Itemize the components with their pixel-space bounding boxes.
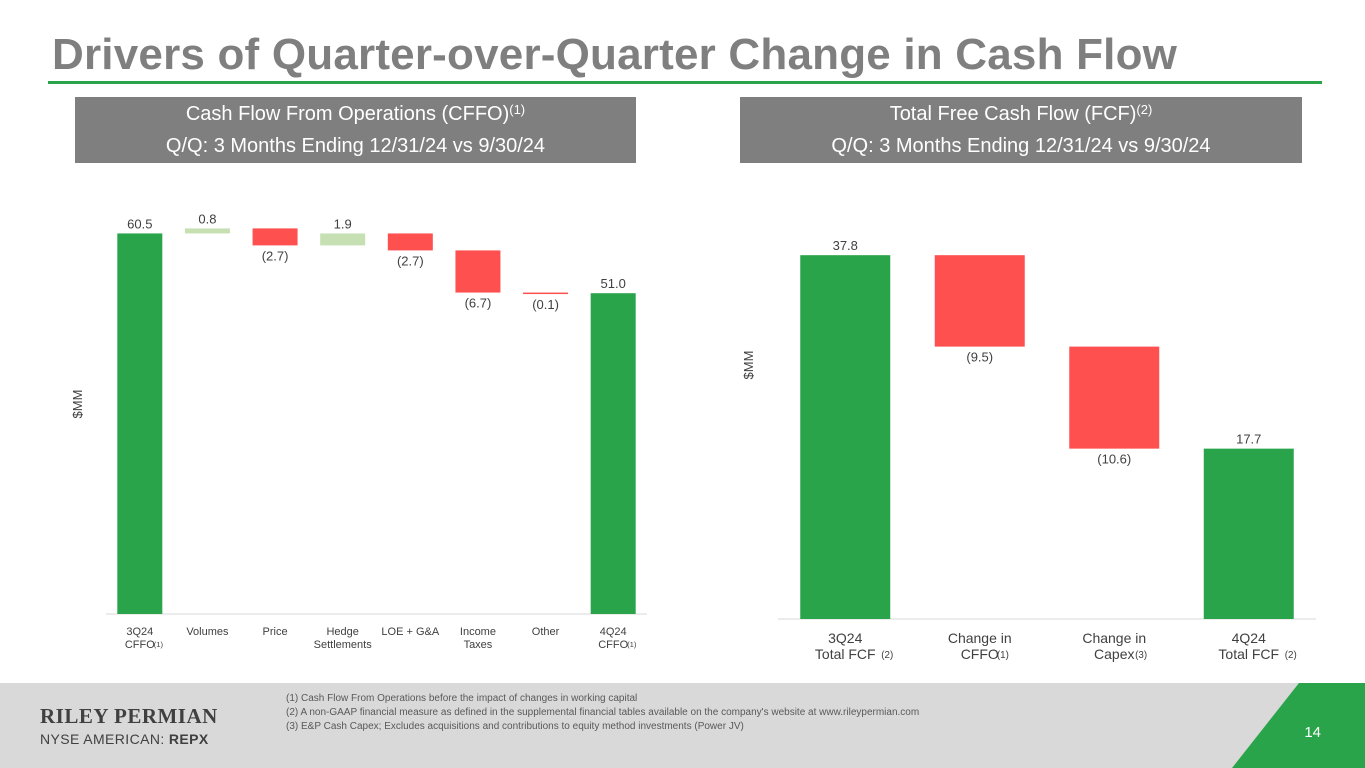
category-label: Capex <box>1094 646 1134 662</box>
category-label: LOE + G&A <box>381 626 439 638</box>
category-label: CFFO <box>961 646 999 662</box>
data-label: 60.5 <box>127 216 152 231</box>
category-footnote-marker: (1) <box>627 640 637 649</box>
category-label: Other <box>532 626 560 638</box>
data-label: (10.6) <box>1097 452 1131 467</box>
total-bar <box>590 293 636 614</box>
category-label: 4Q24 <box>600 626 627 638</box>
data-label: (9.5) <box>966 350 993 365</box>
y-axis-label: $MM <box>70 390 85 419</box>
data-label: (0.1) <box>532 297 559 312</box>
footnote-2: (2) A non-GAAP financial measure as defi… <box>286 707 920 718</box>
ticker: REPX <box>168 731 209 747</box>
page-title: Drivers of Quarter-over-Quarter Change i… <box>52 30 1178 79</box>
decrease-bar <box>252 228 298 246</box>
data-label: (6.7) <box>465 296 492 311</box>
category-label: 4Q24 <box>1232 630 1266 646</box>
increase-bar <box>320 233 366 246</box>
cffo-heading: Cash Flow From Operations (CFFO)(1) <box>185 102 526 125</box>
cffo-subheading: Q/Q: 3 Months Ending 12/31/24 vs 9/30/24 <box>165 135 546 157</box>
page-number: 14 <box>1304 724 1321 741</box>
total-bar <box>800 255 891 620</box>
data-label: 1.9 <box>334 216 352 231</box>
data-label: 17.7 <box>1236 432 1261 447</box>
footnotes: (1) Cash Flow From Operations before the… <box>286 692 919 734</box>
decrease-bar <box>523 292 569 295</box>
data-label: 0.8 <box>198 211 216 226</box>
title-divider <box>48 81 1322 84</box>
decrease-bar <box>387 233 433 251</box>
fcf-subheading: Q/Q: 3 Months Ending 12/31/24 vs 9/30/24 <box>831 135 1211 157</box>
category-label: Taxes <box>464 639 493 651</box>
category-label: Income <box>460 626 496 638</box>
category-label: 3Q24 <box>126 626 153 638</box>
corner-accent <box>1232 683 1365 768</box>
footnote-1: (1) Cash Flow From Operations before the… <box>286 693 638 704</box>
category-label: 3Q24 <box>828 630 862 646</box>
data-label: 51.0 <box>601 276 626 291</box>
category-footnote-marker: (2) <box>881 650 893 661</box>
category-label: Settlements <box>314 639 373 651</box>
decrease-bar <box>455 250 501 293</box>
category-label: CFFO <box>598 639 628 651</box>
category-label: Hedge <box>326 626 358 638</box>
company-logo: RILEY PERMIAN <box>40 704 218 728</box>
total-bar <box>117 233 163 614</box>
category-footnote-marker: (3) <box>1135 650 1147 661</box>
increase-bar <box>184 228 230 234</box>
y-axis-label: $MM <box>741 351 756 380</box>
data-label: 37.8 <box>833 238 858 253</box>
data-label: (2.7) <box>397 253 424 268</box>
category-footnote-marker: (1) <box>154 640 164 649</box>
data-label: (2.7) <box>262 248 289 263</box>
category-label: Volumes <box>186 626 229 638</box>
fcf-panel-header: Total Free Cash Flow (FCF)(2) Q/Q: 3 Mon… <box>740 97 1302 163</box>
category-footnote-marker: (2) <box>1285 650 1297 661</box>
exchange-listing: NYSE AMERICAN: REPX <box>40 731 209 747</box>
footnote-3: (3) E&P Cash Capex; Excludes acquisition… <box>286 721 744 732</box>
category-label: Change in <box>948 630 1012 646</box>
category-footnote-marker: (1) <box>997 650 1009 661</box>
category-label: Price <box>263 626 288 638</box>
category-label: CFFO <box>125 639 155 651</box>
category-label: Total FCF <box>815 646 876 662</box>
cffo-panel-header: Cash Flow From Operations (CFFO)(1) Q/Q:… <box>75 97 636 163</box>
category-label: Change in <box>1082 630 1146 646</box>
total-bar <box>1203 448 1294 619</box>
cffo-waterfall-chart: $MM60.53Q24CFFO(1)0.8Volumes(2.7)Price1.… <box>70 211 647 651</box>
decrease-bar <box>934 255 1025 347</box>
decrease-bar <box>1069 346 1160 449</box>
category-label: Total FCF <box>1218 646 1279 662</box>
footer-bar <box>0 683 1365 768</box>
fcf-heading: Total Free Cash Flow (FCF)(2) <box>889 102 1153 125</box>
